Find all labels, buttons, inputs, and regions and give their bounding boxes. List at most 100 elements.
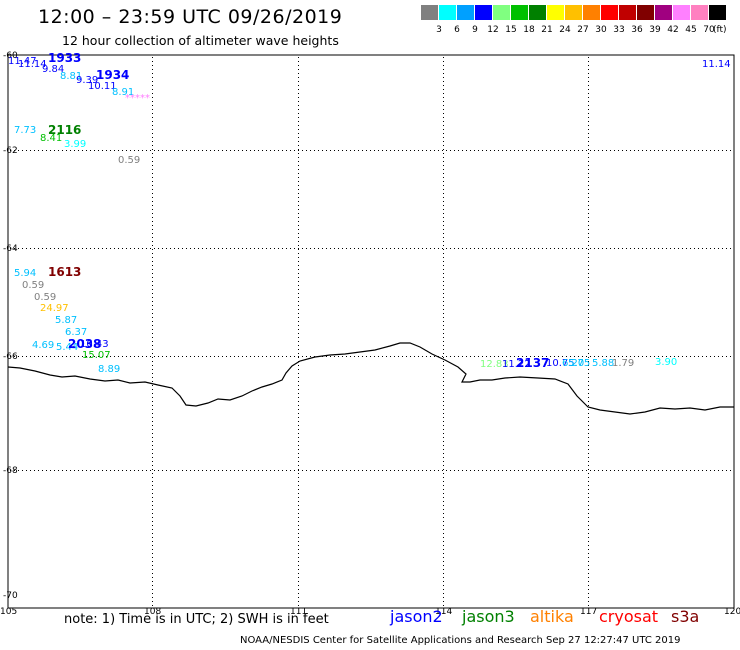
lat-gridline-dot [246, 150, 247, 151]
lat-gridline-dot [10, 356, 11, 357]
lat-gridline-dot [554, 470, 555, 471]
lon-gridline-dot [443, 329, 444, 330]
lon-gridline-dot [152, 217, 153, 218]
lat-gridline-dot [182, 356, 183, 357]
scale-swatch [439, 5, 456, 20]
lat-gridline-dot [646, 470, 647, 471]
lat-gridline-dot [714, 150, 715, 151]
lat-gridline-dot [426, 356, 427, 357]
lat-gridline-dot [46, 356, 47, 357]
lat-gridline-dot [298, 356, 299, 357]
lon-gridline-dot [443, 289, 444, 290]
lat-gridline-dot [526, 470, 527, 471]
lat-gridline-dot [726, 356, 727, 357]
lat-gridline-dot [46, 150, 47, 151]
lat-gridline-dot [646, 248, 647, 249]
lat-gridline-dot [506, 150, 507, 151]
lat-gridline-dot [50, 356, 51, 357]
lat-gridline-dot [230, 470, 231, 471]
lat-gridline-dot [130, 356, 131, 357]
lon-gridline-dot [588, 169, 589, 170]
lat-gridline-dot [494, 150, 495, 151]
lat-gridline-dot [102, 356, 103, 357]
lat-gridline-dot [686, 470, 687, 471]
lon-gridline-dot [443, 569, 444, 570]
lat-gridline-dot [434, 248, 435, 249]
lat-gridline-dot [26, 356, 27, 357]
lon-gridline-dot [152, 381, 153, 382]
lat-gridline-dot [390, 470, 391, 471]
lat-gridline-dot [78, 150, 79, 151]
lon-gridline-dot [588, 433, 589, 434]
lat-gridline-dot [658, 150, 659, 151]
lon-gridline-dot [588, 605, 589, 606]
lat-gridline-dot [662, 356, 663, 357]
wave-height-value: 24.97 [40, 303, 69, 314]
lat-gridline-dot [294, 470, 295, 471]
lat-gridline-dot [266, 356, 267, 357]
lon-gridline-dot [443, 257, 444, 258]
lat-gridline-dot [390, 356, 391, 357]
lat-gridline-dot [78, 356, 79, 357]
lat-gridline-dot [350, 470, 351, 471]
lon-gridline-dot [298, 213, 299, 214]
lat-gridline-dot [342, 356, 343, 357]
lon-gridline-dot [152, 357, 153, 358]
lat-gridline-dot [18, 470, 19, 471]
lat-gridline-dot [442, 470, 443, 471]
lat-gridline-dot [670, 356, 671, 357]
wave-height-value: 6.37 [65, 327, 87, 338]
lon-gridline-dot [443, 441, 444, 442]
lat-gridline-dot [542, 150, 543, 151]
lon-gridline-dot [588, 345, 589, 346]
lat-gridline-dot [282, 356, 283, 357]
lat-gridline-dot [174, 356, 175, 357]
lat-gridline-dot [534, 470, 535, 471]
lon-gridline-dot [443, 153, 444, 154]
lat-label: -66 [3, 352, 18, 362]
lon-gridline-dot [443, 601, 444, 602]
lon-gridline-dot [298, 109, 299, 110]
lon-gridline-dot [152, 265, 153, 266]
lat-gridline-dot [402, 356, 403, 357]
lat-gridline-dot [254, 248, 255, 249]
lat-gridline-dot [434, 150, 435, 151]
wave-height-value: 6.20 [562, 358, 584, 369]
lon-gridline-dot [588, 397, 589, 398]
lat-gridline-dot [418, 248, 419, 249]
lat-gridline-dot [606, 150, 607, 151]
lat-gridline-dot [570, 470, 571, 471]
lat-gridline-dot [166, 356, 167, 357]
lon-gridline-dot [588, 185, 589, 186]
lon-gridline-dot [298, 597, 299, 598]
lon-gridline-dot [443, 517, 444, 518]
lon-gridline-dot [443, 309, 444, 310]
lon-gridline-dot [152, 601, 153, 602]
lat-gridline-dot [414, 248, 415, 249]
lat-gridline-dot [586, 248, 587, 249]
lon-gridline-dot [298, 125, 299, 126]
lon-gridline-dot [443, 385, 444, 386]
lat-gridline-dot [142, 356, 143, 357]
scale-swatch [421, 5, 438, 20]
lat-gridline-dot [514, 470, 515, 471]
lon-gridline-dot [588, 101, 589, 102]
lat-gridline-dot [710, 150, 711, 151]
lon-gridline-dot [152, 429, 153, 430]
lon-gridline-dot [298, 433, 299, 434]
lon-gridline-dot [298, 105, 299, 106]
lon-gridline-dot [298, 553, 299, 554]
lon-gridline-dot [588, 481, 589, 482]
lat-gridline-dot [438, 248, 439, 249]
lon-gridline-dot [588, 93, 589, 94]
lat-gridline-dot [218, 150, 219, 151]
lat-gridline-dot [666, 356, 667, 357]
lat-gridline-dot [206, 356, 207, 357]
lat-gridline-dot [86, 248, 87, 249]
lat-gridline-dot [534, 248, 535, 249]
lon-gridline-dot [298, 405, 299, 406]
lon-gridline-dot [152, 81, 153, 82]
lon-gridline-dot [298, 509, 299, 510]
lon-gridline-dot [443, 321, 444, 322]
lon-gridline-dot [588, 181, 589, 182]
